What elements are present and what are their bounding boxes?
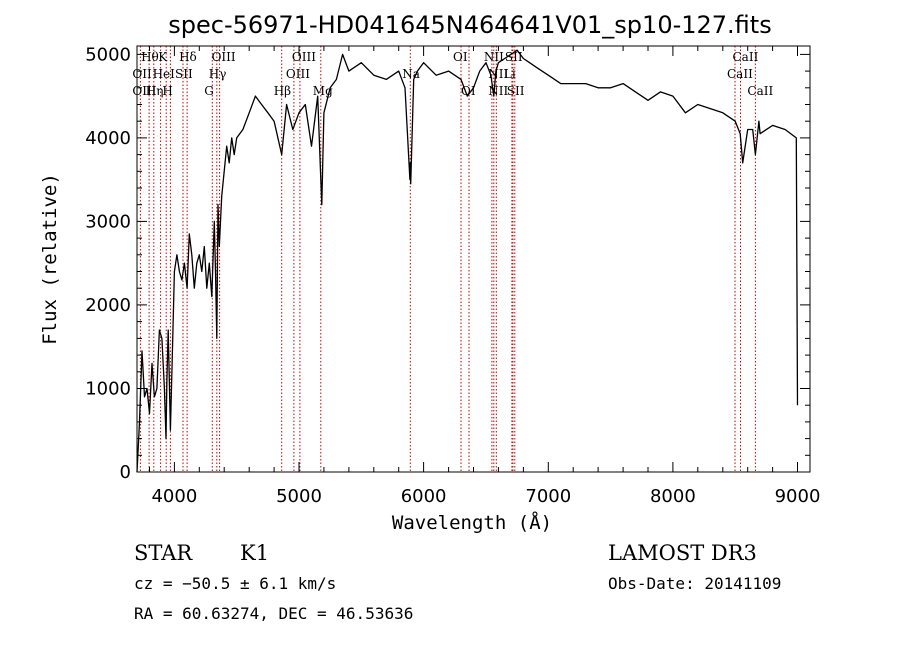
spectrum-series (136, 49, 799, 473)
coordinates: RA = 60.63274, DEC = 46.53636 (134, 604, 413, 623)
x-tick-label: 8000 (650, 486, 696, 507)
line-label: Hβ (274, 84, 291, 98)
line-label: OIII (212, 50, 236, 64)
redshift-info: cz = −50.5 ± 6.1 km/s (134, 574, 336, 593)
obs-date: Obs-Date: 20141109 (608, 574, 781, 593)
x-tick-label: 9000 (775, 486, 821, 507)
line-label: OI (453, 50, 468, 64)
line-label: SII (505, 50, 523, 64)
line-label: OIII (286, 67, 310, 81)
line-label: Na (402, 67, 420, 81)
line-label: Hγ (209, 67, 227, 81)
x-tick-label: 7000 (525, 486, 571, 507)
y-tick-label: 1000 (85, 379, 131, 400)
y-tick-label: 0 (120, 462, 131, 483)
line-label: OII (132, 67, 152, 81)
line-label: K (158, 50, 168, 64)
y-tick-label: 5000 (85, 44, 131, 65)
y-tick-label: 2000 (85, 295, 131, 316)
line-label: NII (488, 67, 508, 81)
x-tick-label: 5000 (276, 486, 322, 507)
y-axis-label: Flux (relative) (39, 173, 61, 345)
object-class: STAR (134, 541, 193, 565)
line-label: G (204, 84, 214, 98)
chart-title: spec-56971-HD041645N464641V01_sp10-127.f… (168, 11, 771, 39)
y-tick-label: 4000 (85, 128, 131, 149)
line-label: Hδ (179, 50, 197, 64)
line-label: OIII (292, 50, 316, 64)
line-label: CaII (733, 50, 759, 64)
line-label: NII (484, 50, 504, 64)
y-tick-label: 3000 (85, 211, 131, 232)
x-tick-label: 6000 (401, 486, 447, 507)
line-label: CaII (727, 67, 753, 81)
line-label: SII (507, 84, 525, 98)
line-label: H (162, 84, 172, 98)
object-subclass: K1 (240, 541, 269, 565)
spectrum-line (136, 49, 799, 473)
x-axis-label: Wavelength (Å) (392, 511, 552, 534)
spectral-line-markers (139, 46, 756, 472)
line-label: HeI (153, 67, 176, 81)
line-label: SII (175, 67, 193, 81)
y-axis-ticks: 0 1000 2000 3000 4000 5000 (85, 44, 810, 483)
x-axis-ticks: 4000 5000 6000 7000 8000 9000 (149, 46, 821, 507)
plot-frame (136, 45, 811, 473)
line-label: NII (488, 84, 508, 98)
x-tick-label: 4000 (151, 486, 197, 507)
line-label: CaII (747, 84, 773, 98)
line-label: Hη (146, 84, 164, 98)
line-label: Li (504, 67, 516, 81)
line-label: Hθ (141, 50, 159, 64)
survey-label: LAMOST DR3 (608, 541, 757, 565)
